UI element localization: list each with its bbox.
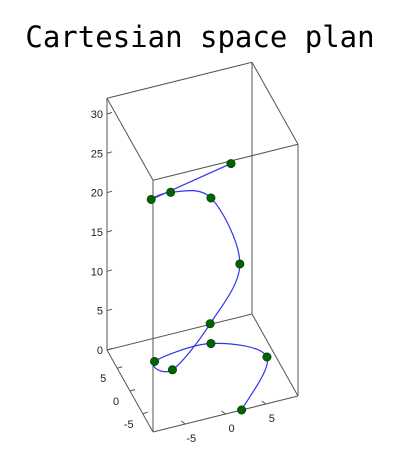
- series-markers: [146, 159, 272, 415]
- z-tick-mark: [106, 151, 113, 154]
- x-tick-label: 0: [228, 423, 234, 435]
- z-tick-mark: [106, 190, 113, 194]
- box-edge: [251, 62, 299, 145]
- z-tick-label: 30: [91, 109, 103, 121]
- y-tick-mark: [129, 389, 136, 392]
- plot-box: [106, 61, 299, 433]
- data-point-marker: [226, 159, 236, 169]
- y-tick-label: 5: [100, 373, 106, 385]
- data-point-marker: [235, 259, 245, 269]
- z-tick-label: 20: [91, 188, 103, 200]
- data-point-marker: [150, 356, 160, 366]
- chart-title: Cartesian space plan: [25, 20, 375, 54]
- z-tick-label: 5: [97, 306, 103, 318]
- data-point-marker: [206, 193, 216, 203]
- x-tick-mark: [180, 420, 186, 425]
- box-edge: [106, 98, 154, 181]
- data-point-marker: [146, 194, 156, 204]
- x-tick-label: 5: [269, 413, 275, 425]
- x-tick-label: -5: [186, 433, 196, 445]
- x-tick-mark: [221, 410, 226, 415]
- y-tick-label: -5: [124, 419, 134, 431]
- data-point-marker: [167, 365, 177, 375]
- box-edge: [152, 143, 299, 181]
- z-tick-mark: [106, 348, 113, 351]
- z-tick-label: 0: [97, 345, 103, 357]
- box-edge: [106, 61, 253, 99]
- y-tick-mark: [142, 411, 148, 415]
- z-tick-mark: [106, 308, 113, 312]
- z-tick-label: 25: [91, 148, 103, 160]
- data-point-marker: [237, 405, 247, 415]
- y-tick-mark: [117, 366, 123, 369]
- data-point-marker: [206, 339, 216, 349]
- z-tick-label: 10: [91, 266, 103, 278]
- z-tick-label: 15: [91, 227, 103, 239]
- box-edge: [251, 313, 299, 397]
- z-tick-mark: [106, 230, 113, 233]
- data-point-marker: [205, 319, 215, 329]
- x-tick-mark: [261, 400, 267, 405]
- data-point-marker: [166, 187, 176, 197]
- z-tick-mark: [106, 269, 113, 272]
- box-edge: [106, 313, 253, 351]
- y-tick-label: 0: [113, 396, 119, 408]
- z-tick-mark: [106, 112, 113, 115]
- data-point-marker: [262, 352, 272, 362]
